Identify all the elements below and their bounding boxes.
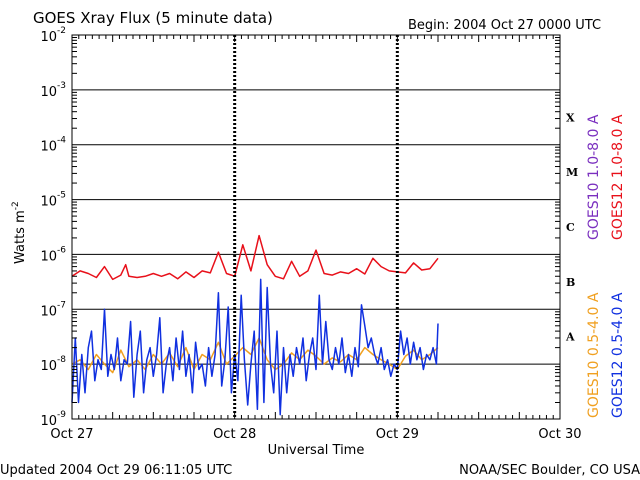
y-axis-label-exponent: -2 (11, 201, 21, 210)
y-tick-exponent: -7 (57, 300, 66, 310)
y-tick-base: 10 (40, 304, 57, 319)
series-lines (71, 234, 439, 416)
footer-credit: NOAA/SEC Boulder, CO USA (459, 463, 640, 478)
legend-entry-0: GOES10 1.0-8.0 A (586, 114, 602, 240)
y-axis-label-text: Watts m (13, 210, 28, 264)
series-line-3 (71, 278, 439, 416)
y-tick-base: 10 (40, 249, 57, 264)
x-tick-labels: Oct 27 Oct 28 Oct 29 Oct 30 (50, 427, 581, 442)
flare-class-labels: X M C B A (565, 111, 578, 343)
y-tick-label: 10-7 (40, 300, 66, 319)
legend-entry-3: GOES12 0.5-4.0 A (610, 292, 626, 418)
begin-label: Begin: 2004 Oct 27 0000 UTC (408, 18, 601, 33)
y-tick-base: 10 (40, 30, 57, 45)
updated-timestamp: Updated 2004 Oct 29 06:11:05 UTC (0, 463, 232, 478)
x-axis-label: Universal Time (268, 443, 365, 458)
flare-class-x: X (566, 111, 575, 124)
x-tick-label: Oct 30 (538, 427, 581, 442)
y-tick-label: 10-9 (40, 410, 66, 429)
y-tick-exponent: -2 (57, 26, 66, 36)
y-tick-label: 10-2 (40, 26, 66, 45)
flare-class-b: B (566, 276, 575, 289)
flare-class-a: A (565, 331, 575, 344)
flare-class-m: M (566, 166, 578, 179)
y-tick-exponent: -6 (57, 245, 66, 255)
y-tick-base: 10 (40, 85, 57, 100)
y-tick-label: 10-4 (40, 136, 66, 155)
y-tick-exponent: -9 (57, 410, 66, 420)
flare-class-c: C (566, 221, 575, 234)
series-line-1 (71, 234, 439, 281)
y-axis-label: Watts m-2 (11, 201, 28, 264)
axis-ticks (71, 35, 561, 419)
y-tick-exponent: -8 (57, 355, 66, 365)
y-tick-base: 10 (40, 140, 57, 155)
y-tick-exponent: -5 (57, 191, 66, 201)
x-tick-label: Oct 29 (376, 427, 419, 442)
y-tick-base: 10 (40, 195, 57, 210)
y-tick-exponent: -4 (57, 136, 66, 146)
legend-entry-1: GOES12 1.0-8.0 A (610, 114, 626, 240)
y-tick-base: 10 (40, 414, 57, 429)
y-tick-label: 10-5 (40, 191, 66, 210)
y-tick-labels: 10-210-310-410-510-610-710-810-9 (40, 26, 66, 429)
y-tick-base: 10 (40, 359, 57, 374)
y-tick-exponent: -3 (57, 81, 66, 91)
y-tick-label: 10-3 (40, 81, 66, 100)
legend: GOES10 1.0-8.0 A GOES12 1.0-8.0 A GOES10 0… (586, 114, 626, 418)
x-tick-label: Oct 27 (50, 427, 93, 442)
y-tick-label: 10-8 (40, 355, 66, 374)
legend-entry-2: GOES10 0.5-4.0 A (586, 292, 602, 418)
x-tick-label: Oct 28 (213, 427, 256, 442)
chart-title: GOES Xray Flux (5 minute data) (33, 9, 273, 27)
y-tick-label: 10-6 (40, 245, 66, 264)
